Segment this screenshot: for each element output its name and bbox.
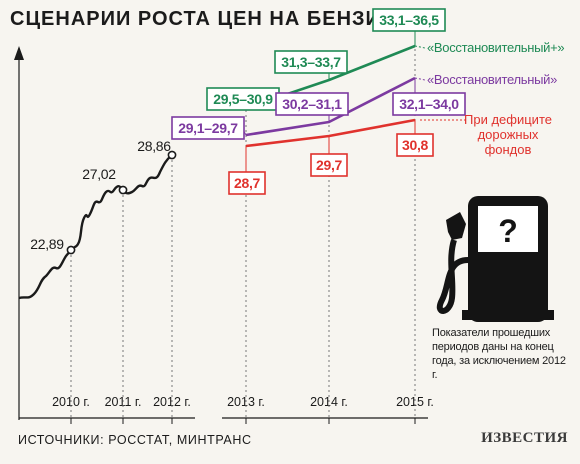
value-box — [392, 92, 466, 116]
series-legend-line: фондов — [485, 142, 532, 157]
series-legend-label: «Восстановительный» — [427, 72, 557, 87]
value-label: 29,7 — [316, 157, 343, 173]
history-point — [66, 245, 76, 255]
note-text: Показатели прошедших периодов даны на ко… — [432, 327, 566, 381]
value-box — [171, 116, 245, 140]
forecast-series: 29,5–30,9 31,3–33,7 33,1–36,5 «Восстановите… — [171, 8, 565, 418]
value-label: 28,7 — [234, 175, 261, 191]
izvestia-logo: ИЗВЕСТИЯ — [481, 430, 568, 446]
sources-text: ИСТОЧНИКИ: РОССТАТ, МИНТРАНС — [18, 433, 252, 447]
value-label: 29,1–29,7 — [178, 120, 238, 136]
value-box — [228, 171, 266, 195]
value-label: 29,5–30,9 — [213, 91, 273, 107]
value-box — [275, 92, 349, 116]
value-box — [310, 153, 348, 177]
series-legend-label: «Восстановительный+» — [427, 40, 564, 55]
history-line — [18, 154, 173, 300]
value-label: 30,2–31,1 — [282, 96, 342, 112]
x-tick-label: 2015 г. — [396, 395, 434, 409]
value-label: 33,1–36,5 — [379, 12, 439, 28]
legend-leader — [414, 77, 426, 81]
value-box — [372, 8, 446, 32]
chart-title: СЦЕНАРИИ РОСТА ЦЕН НА БЕНЗИН — [10, 8, 397, 30]
series-line — [245, 118, 416, 148]
value-label: 32,1–34,0 — [399, 96, 459, 112]
history-point — [118, 185, 128, 195]
series-legend-label: При дефиците дорожных фондов — [464, 112, 552, 157]
series-legend-line: дорожных — [478, 127, 539, 142]
history-value-label: 27,02 — [82, 166, 116, 182]
history-series: 22,89 27,02 28,86 — [18, 138, 177, 418]
value-label: 30,8 — [402, 137, 429, 153]
value-box — [274, 50, 348, 74]
svg-text:?: ? — [498, 213, 518, 249]
series-legend-line: При дефиците — [464, 112, 552, 127]
history-point — [167, 150, 177, 160]
history-value-label: 28,86 — [137, 138, 171, 154]
fuel-pump-icon: ? — [436, 196, 554, 322]
value-label: 31,3–33,7 — [281, 54, 341, 70]
value-box — [396, 133, 434, 157]
y-axis-arrow — [14, 46, 24, 60]
legend-leader — [414, 45, 426, 49]
history-value-label: 22,89 — [30, 236, 64, 252]
